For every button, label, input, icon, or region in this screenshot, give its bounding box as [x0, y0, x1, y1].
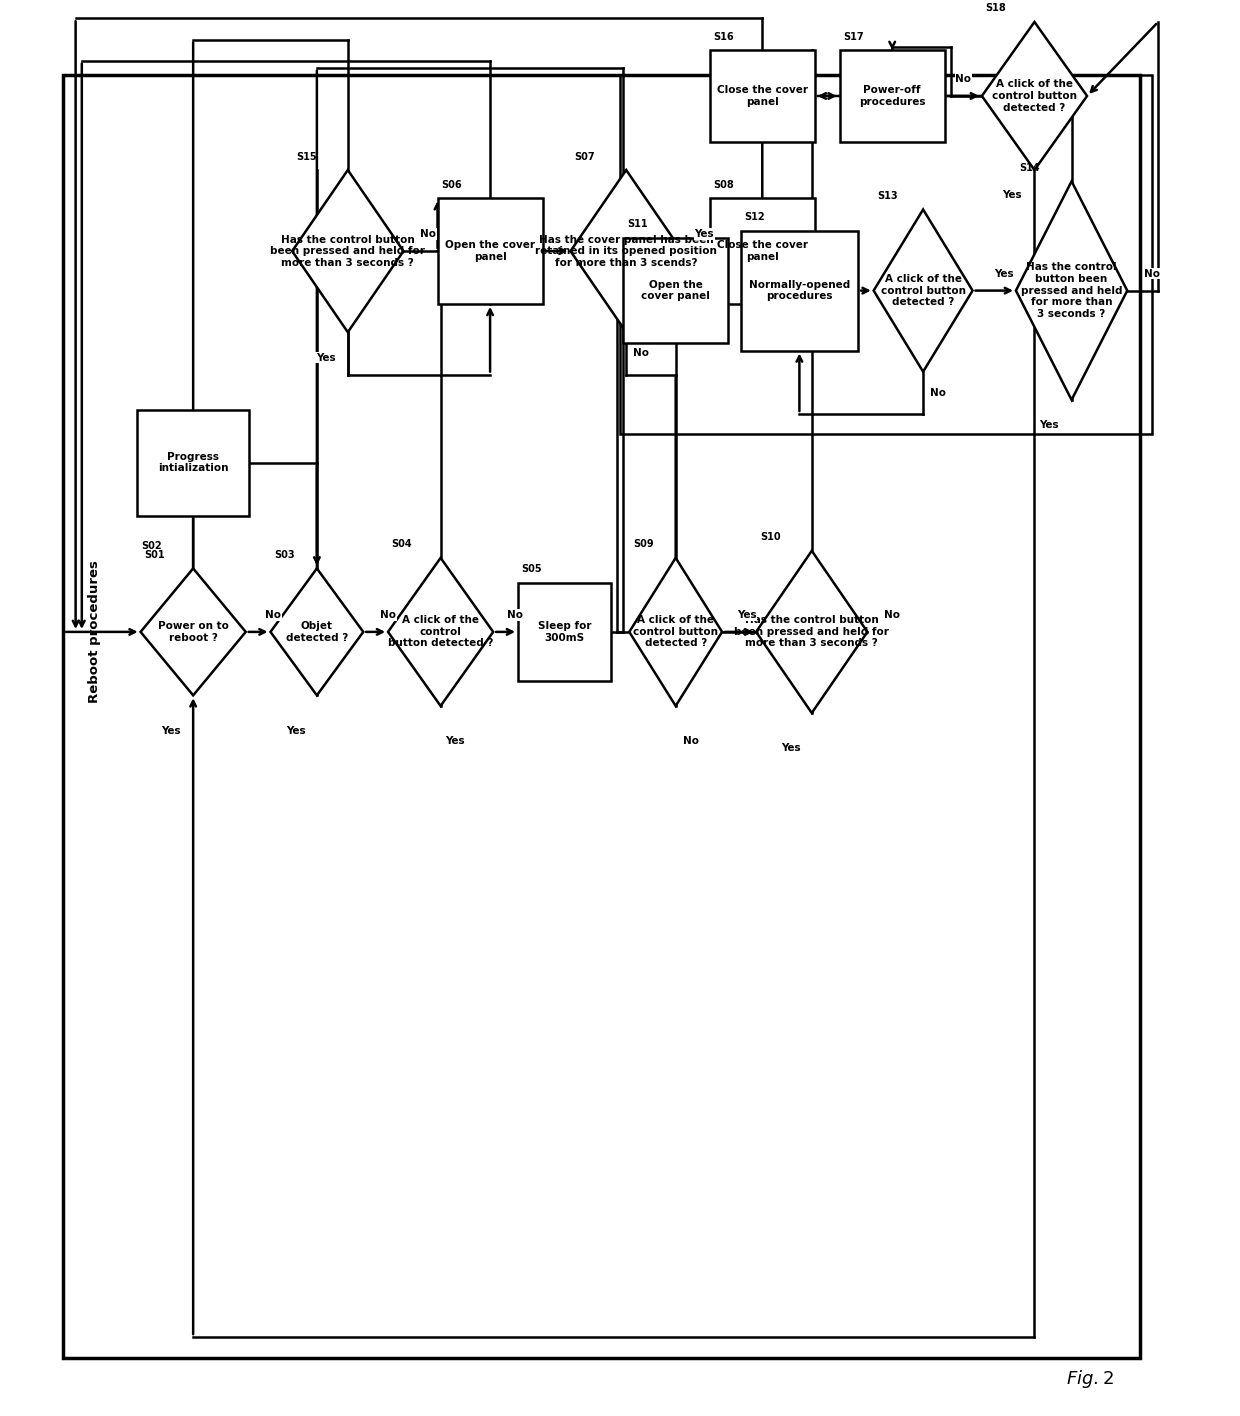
Text: No: No [930, 388, 946, 398]
FancyBboxPatch shape [438, 198, 543, 304]
FancyBboxPatch shape [518, 582, 611, 681]
Text: No: No [379, 610, 396, 620]
Text: Reboot procedures: Reboot procedures [88, 561, 100, 704]
Text: S12: S12 [744, 212, 765, 222]
Polygon shape [293, 170, 403, 333]
Text: Yes: Yes [1002, 190, 1022, 201]
Text: S07: S07 [574, 152, 595, 161]
Text: No: No [884, 610, 900, 620]
Text: No: No [507, 610, 523, 620]
Text: Yes: Yes [737, 610, 756, 620]
FancyBboxPatch shape [622, 238, 728, 344]
Polygon shape [629, 558, 722, 707]
Text: A click of the
control button
detected ?: A click of the control button detected ? [992, 79, 1078, 112]
Text: S03: S03 [274, 549, 295, 559]
Text: No: No [1145, 269, 1159, 279]
Text: S02: S02 [141, 541, 161, 551]
Text: No: No [955, 74, 971, 84]
Text: Sleep for
300mS: Sleep for 300mS [538, 622, 591, 643]
Text: S17: S17 [843, 31, 864, 41]
Text: Open the cover
panel: Open the cover panel [445, 241, 536, 262]
Text: Has the control button
been pressed and held for
more than 3 seconds ?: Has the control button been pressed and … [270, 235, 425, 268]
Text: S04: S04 [392, 539, 413, 549]
Text: Close the cover
panel: Close the cover panel [717, 85, 807, 106]
Text: Yes: Yes [316, 353, 335, 362]
Text: S18: S18 [986, 3, 1007, 14]
FancyBboxPatch shape [138, 409, 249, 515]
Text: No: No [265, 610, 281, 620]
Text: Yes: Yes [161, 725, 181, 735]
Text: No: No [634, 348, 649, 358]
Text: Yes: Yes [445, 736, 465, 746]
FancyBboxPatch shape [709, 50, 815, 142]
Text: S05: S05 [522, 564, 542, 573]
Text: Yes: Yes [286, 725, 306, 735]
Text: Yes: Yes [781, 743, 801, 753]
Text: Has the cover panel has been
retained in its opened position
for more than 3 sce: Has the cover panel has been retained in… [536, 235, 717, 268]
Text: A click of the
control
button detected ?: A click of the control button detected ? [388, 616, 494, 649]
Text: Open the
cover panel: Open the cover panel [641, 280, 711, 302]
Text: No: No [682, 736, 698, 746]
Text: S13: S13 [878, 191, 898, 201]
Text: Power on to
reboot ?: Power on to reboot ? [157, 622, 228, 643]
Text: Close the cover
panel: Close the cover panel [717, 241, 807, 262]
Text: Power-off
procedures: Power-off procedures [859, 85, 925, 106]
Text: A click of the
control button
detected ?: A click of the control button detected ? [880, 273, 966, 307]
Text: Yes: Yes [1039, 421, 1059, 430]
Text: S10: S10 [760, 532, 780, 542]
Polygon shape [388, 558, 494, 707]
Polygon shape [140, 568, 246, 695]
Text: Has the control button
been pressed and held for
more than 3 seconds ?: Has the control button been pressed and … [734, 616, 889, 649]
Polygon shape [756, 551, 868, 714]
Text: Normally-opened
procedures: Normally-opened procedures [749, 280, 851, 302]
Text: S14: S14 [1019, 163, 1040, 173]
Text: Objet
detected ?: Objet detected ? [285, 622, 348, 643]
Polygon shape [570, 170, 682, 333]
Text: Has the control
button been
pressed and held
for more than
3 seconds ?: Has the control button been pressed and … [1021, 262, 1122, 319]
Text: No: No [420, 229, 436, 239]
Polygon shape [1016, 181, 1127, 399]
Polygon shape [874, 210, 972, 371]
Text: A click of the
control button
detected ?: A click of the control button detected ? [634, 616, 718, 649]
Text: S16: S16 [713, 31, 734, 41]
Polygon shape [270, 568, 363, 695]
FancyBboxPatch shape [740, 231, 858, 351]
Text: S11: S11 [626, 219, 647, 229]
Text: S15: S15 [296, 152, 316, 161]
Text: S01: S01 [144, 549, 165, 559]
FancyBboxPatch shape [839, 50, 945, 142]
Text: Yes: Yes [694, 229, 714, 239]
Polygon shape [982, 21, 1087, 170]
Text: S09: S09 [632, 539, 653, 549]
Text: $\mathit{Fig.2}$: $\mathit{Fig.2}$ [1066, 1368, 1114, 1391]
Text: Progress
intialization: Progress intialization [157, 452, 228, 473]
Text: S08: S08 [713, 180, 734, 190]
FancyBboxPatch shape [709, 198, 815, 304]
Text: Yes: Yes [993, 269, 1013, 279]
Text: S06: S06 [441, 180, 461, 190]
